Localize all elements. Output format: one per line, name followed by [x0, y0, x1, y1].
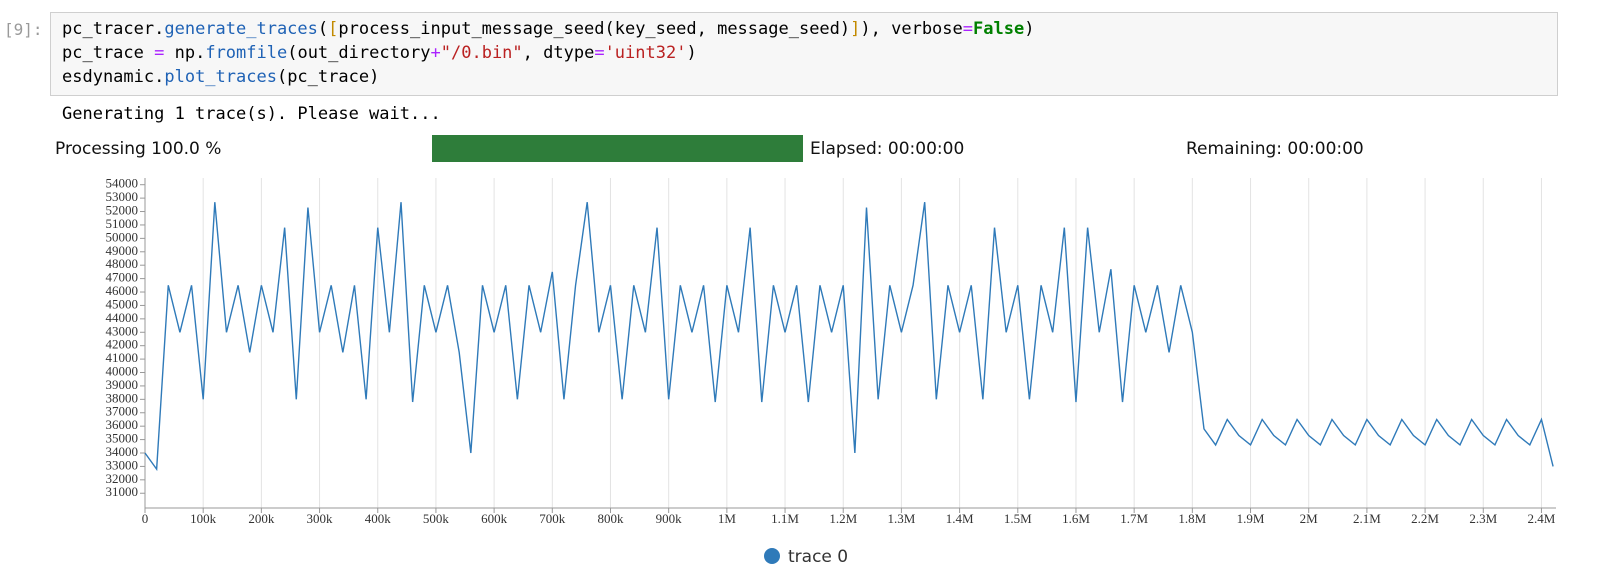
code-token: )	[860, 19, 871, 39]
code-token: esdynamic.	[62, 67, 165, 87]
elapsed: Elapsed: 00:00:00	[810, 139, 965, 159]
code-token: =	[154, 43, 165, 63]
x-tick-label: 200k	[248, 511, 275, 526]
y-tick-label: 43000	[106, 323, 139, 338]
y-tick-label: 33000	[106, 457, 139, 472]
x-tick-label: 1.8M	[1178, 511, 1206, 526]
y-tick-label: 32000	[106, 471, 139, 486]
y-tick-label: 36000	[106, 417, 139, 432]
code-token: False	[973, 19, 1025, 39]
progress-bar	[432, 135, 803, 162]
y-tick-label: 38000	[106, 390, 139, 405]
code-token: (	[317, 19, 329, 39]
trace-line	[144, 202, 1554, 472]
y-tick-label: 42000	[106, 337, 139, 352]
legend-label: trace 0	[788, 547, 848, 567]
x-tick-label: 1.2M	[829, 511, 857, 526]
y-tick-label: 54000	[106, 176, 139, 191]
code-token: 'uint32'	[604, 43, 687, 63]
code-token: "/0.bin"	[440, 43, 523, 63]
code-line: esdynamic.plot_traces(pc_trace)	[62, 67, 379, 87]
x-tick-label: 1M	[718, 511, 737, 526]
y-tick-label: 48000	[106, 256, 139, 271]
code-token: +	[430, 43, 441, 63]
code-token: pc_tracer.	[62, 19, 165, 39]
y-tick-label: 39000	[106, 377, 139, 392]
x-tick-label: 1.5M	[1004, 511, 1032, 526]
x-tick-label: 1.3M	[888, 511, 916, 526]
code-token: =	[962, 19, 974, 39]
code-token: )	[686, 43, 697, 63]
y-tick-label: 51000	[106, 216, 139, 231]
y-tick-label: 44000	[106, 310, 139, 325]
code-token: , dtype	[522, 43, 595, 63]
code-token: (pc_trace)	[276, 67, 380, 87]
code-line: pc_tracer.generate_traces([process_input…	[62, 19, 1034, 39]
y-tick-label: 47000	[106, 270, 139, 285]
code-token: =	[594, 43, 605, 63]
code-token: , verbose	[870, 19, 963, 39]
y-tick-label: 35000	[106, 431, 139, 446]
code-token: ]	[850, 19, 861, 39]
cell-prompt: [9]:	[4, 20, 43, 39]
x-tick-label: 700k	[539, 511, 566, 526]
code-token: process_input_message_seed(key_seed, mes…	[338, 19, 851, 39]
code-token: [	[328, 19, 339, 39]
y-tick-label: 52000	[106, 203, 139, 218]
code-line: pc_trace = np.fromfile(out_directory+"/0…	[62, 43, 697, 63]
x-tick-label: 1.6M	[1062, 511, 1090, 526]
y-tick-label: 45000	[106, 296, 139, 311]
x-tick-label: 300k	[307, 511, 334, 526]
x-tick-label: 600k	[481, 511, 508, 526]
y-tick-label: 46000	[106, 283, 139, 298]
x-tick-label: 2.4M	[1528, 511, 1556, 526]
x-tick-label: 2M	[1300, 511, 1319, 526]
x-tick-label: 1.9M	[1237, 511, 1265, 526]
y-tick-label: 40000	[106, 363, 139, 378]
x-tick-label: 2.3M	[1469, 511, 1497, 526]
x-tick-label: 1.4M	[946, 511, 974, 526]
x-tick-label: 1.1M	[771, 511, 799, 526]
legend-marker	[764, 548, 780, 564]
y-tick-label: 31000	[106, 484, 139, 499]
output-message: Generating 1 trace(s). Please wait...	[62, 104, 441, 124]
code-cell[interactable]	[50, 12, 1558, 96]
y-tick-label: 50000	[106, 229, 139, 244]
y-tick-label: 41000	[106, 350, 139, 365]
progress-fill	[432, 135, 803, 162]
code-token: generate_traces	[164, 19, 318, 39]
code-token: plot_traces	[164, 67, 277, 87]
remaining: Remaining: 00:00:00	[1186, 139, 1364, 159]
code-token: fromfile	[205, 43, 288, 63]
y-tick-label: 53000	[106, 189, 139, 204]
code-token: (out_directory	[287, 43, 431, 63]
code-token: np.	[164, 43, 206, 63]
x-tick-label: 800k	[597, 511, 624, 526]
y-tick-label: 49000	[106, 243, 139, 258]
x-tick-label: 0	[142, 511, 149, 526]
x-tick-label: 2.1M	[1353, 511, 1381, 526]
x-tick-label: 100k	[190, 511, 217, 526]
x-tick-label: 500k	[423, 511, 450, 526]
y-tick-label: 37000	[106, 404, 139, 419]
x-tick-label: 2.2M	[1411, 511, 1439, 526]
x-tick-label: 900k	[656, 511, 683, 526]
code-token: pc_trace	[62, 43, 155, 63]
progress-label: Processing 100.0 %	[55, 139, 222, 159]
y-tick-label: 34000	[106, 444, 139, 459]
x-tick-label: 1.7M	[1120, 511, 1148, 526]
code-token: )	[1024, 19, 1035, 39]
x-tick-label: 400k	[365, 511, 392, 526]
